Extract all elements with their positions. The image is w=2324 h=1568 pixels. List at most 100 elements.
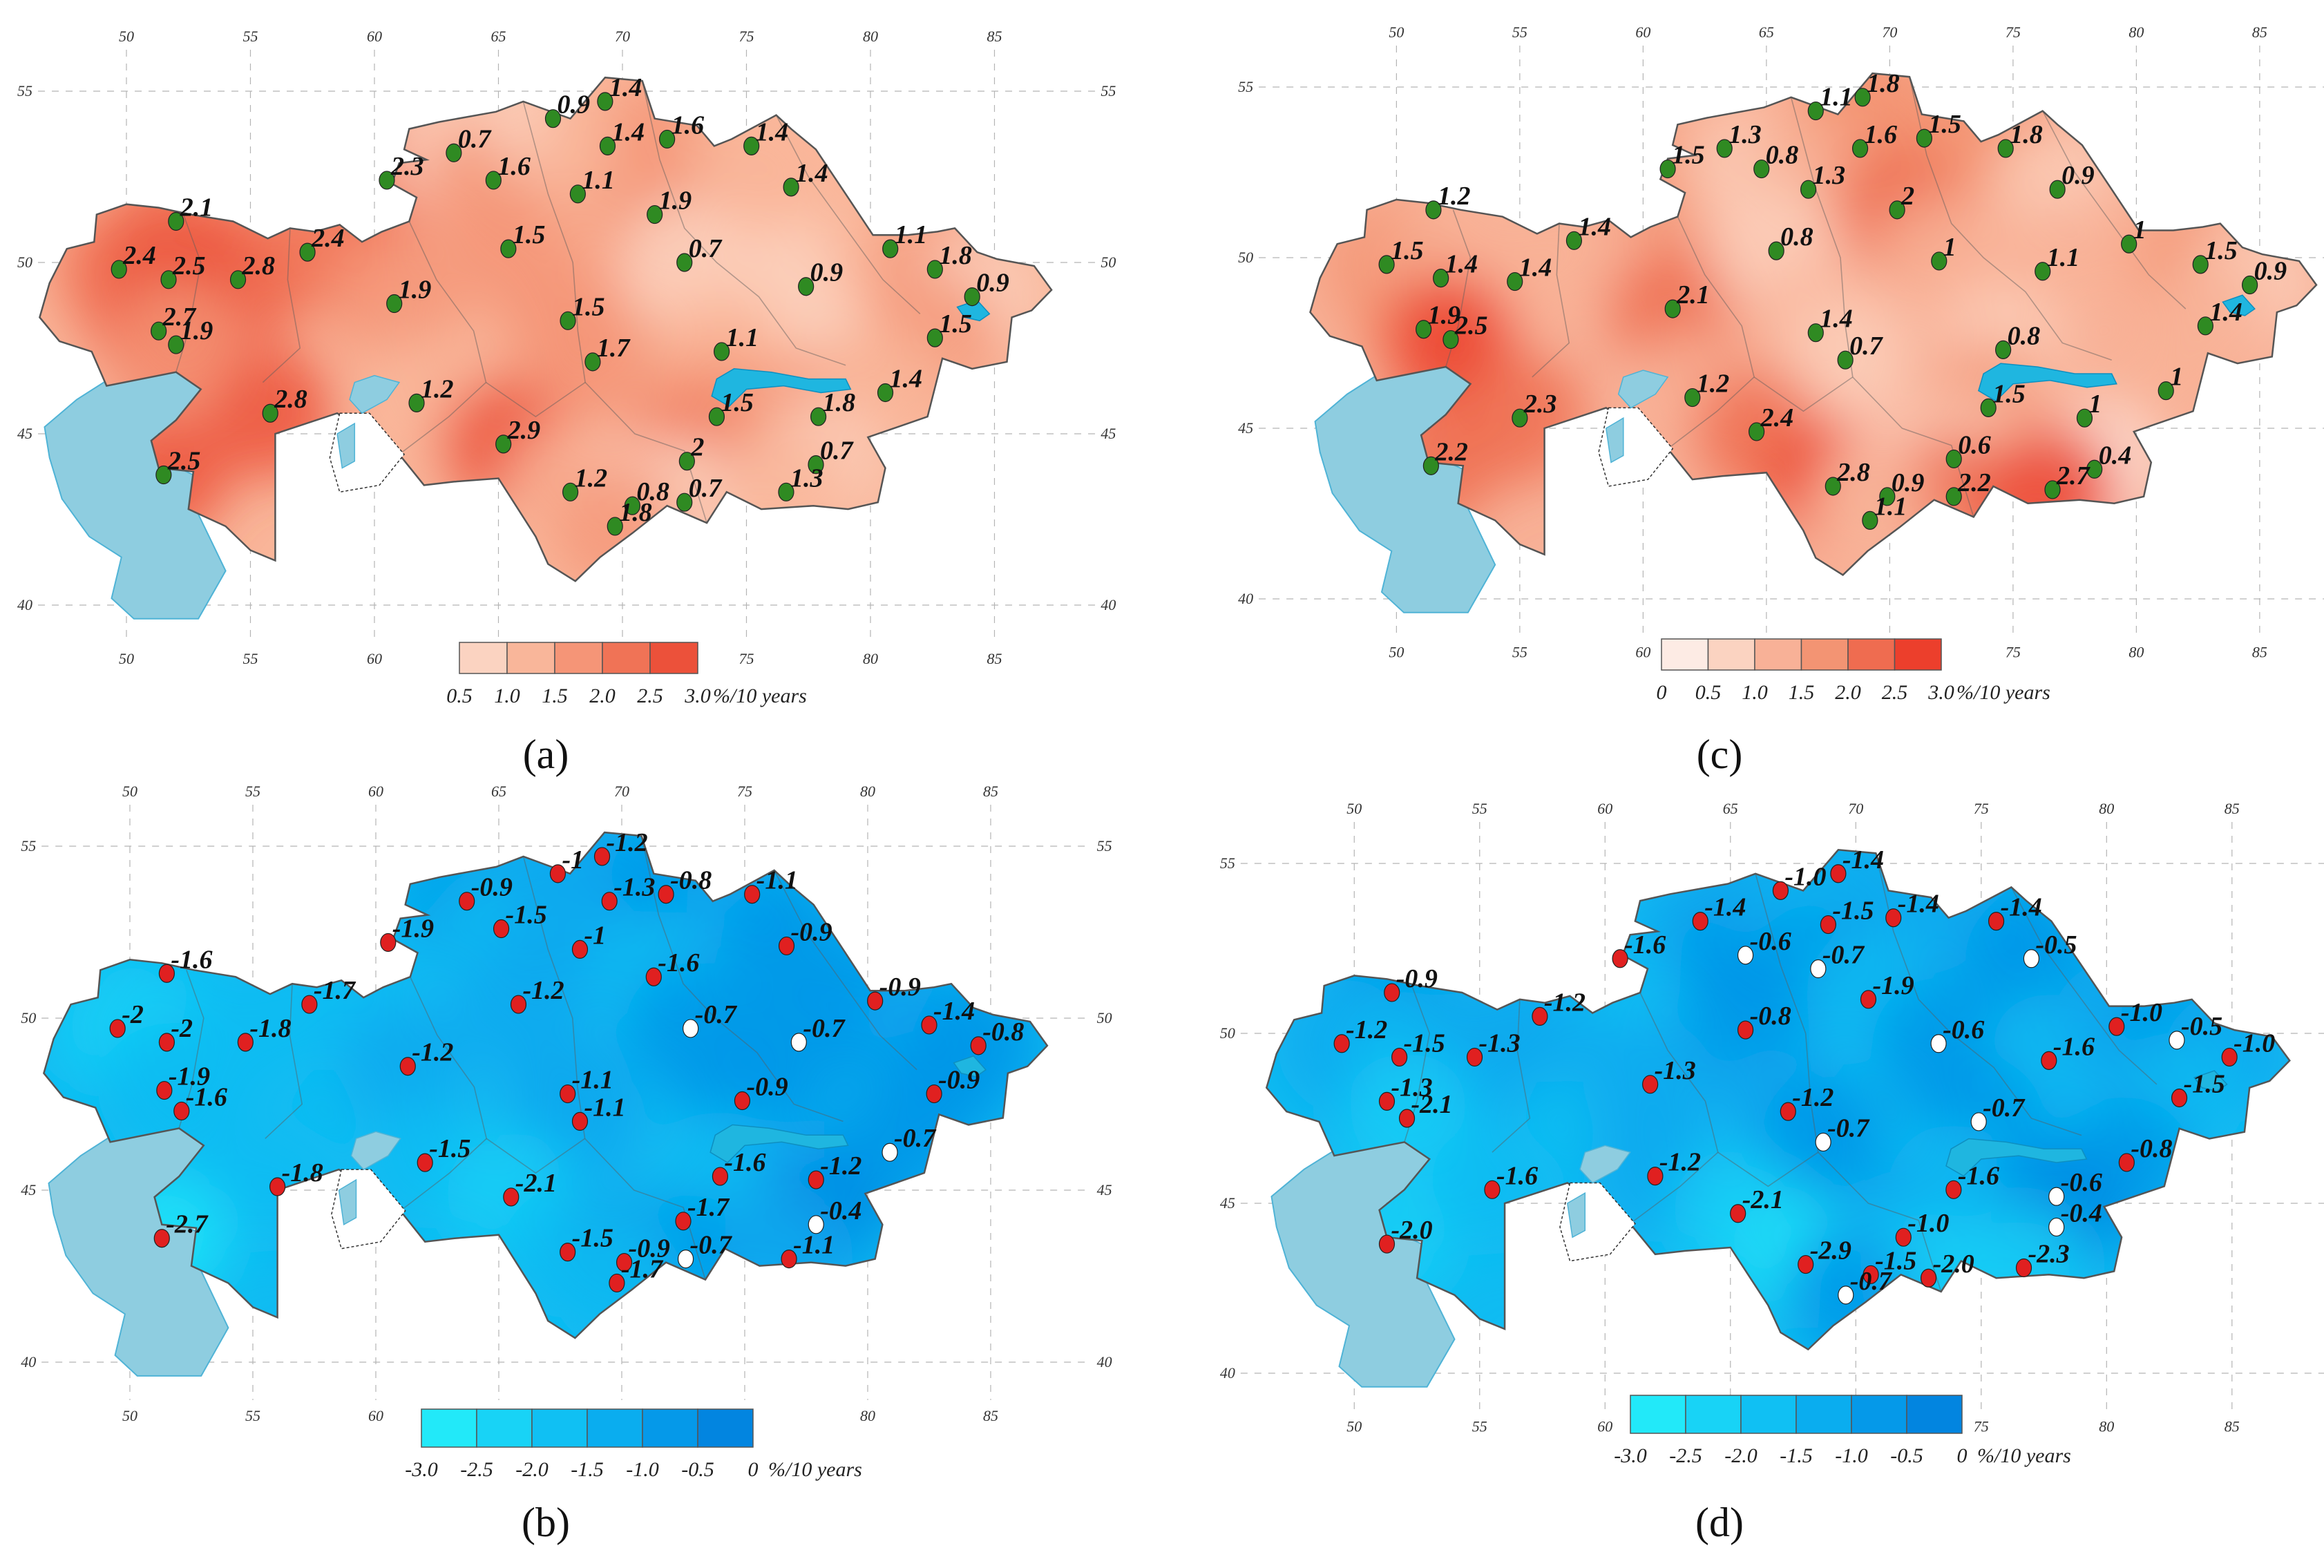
station-marker [544,109,562,128]
station-marker [1815,1132,1831,1152]
legend-bar: 0.5 1.0 1.5 2.0 2.5 3.0 %/10 years [446,642,807,707]
station-marker [155,465,172,485]
station-value: -1.8 [282,1158,323,1187]
station-value: 1.9 [180,316,213,345]
legend-tick-label: 0 [1957,1444,1968,1467]
station-value: 2.8 [242,251,276,280]
station-value: -0.4 [2061,1198,2102,1227]
station-value: 1.3 [790,463,823,493]
station-value: 1.2 [1438,182,1471,211]
stations: 1.21.5 1.4 1.41.92.52.32.21.42.11.21.51.30… [1378,69,2287,530]
legend-tick-label: 0 [1657,681,1667,704]
station-value: 1.8 [619,498,652,527]
station-marker [549,864,566,883]
station-marker [399,1057,416,1076]
station-marker [1988,912,2005,931]
legend-tick-label: 1.5 [542,685,568,707]
lon-label-bottom: 75 [2006,644,2021,661]
lon-label-bottom: 85 [2252,644,2267,661]
station-marker [1895,1227,1912,1247]
zaysan-lake [2193,1070,2228,1092]
map-panel-d: 5055606570758085505560657075808555504540… [1220,800,2324,1467]
station-marker [1825,477,1841,496]
station-marker [1980,398,1997,417]
station-marker [2158,381,2174,401]
station-marker [734,1091,751,1111]
station-marker [1830,864,1847,883]
station-marker [1565,231,1583,250]
station-value: -0.9 [629,1234,670,1263]
station-marker [1659,159,1676,179]
station-marker [1442,329,1459,350]
station-value: -0.9 [879,973,921,1002]
legend-swatch [531,1408,588,1448]
station-marker [778,936,795,956]
station-value: 1.8 [2010,120,2043,149]
station-marker [882,239,899,258]
station-value: -2.1 [515,1169,557,1198]
station-marker [1532,1006,1548,1026]
station-value: 2.7 [2056,461,2091,490]
lat-label-right: 40 [1101,596,1116,613]
lon-label-bottom: 60 [1635,644,1650,661]
lat-label-left: 45 [17,425,32,442]
station-marker [571,1111,589,1131]
lon-label-bottom: 50 [122,1407,137,1424]
lat-label-left: 45 [1220,1194,1235,1212]
station-marker [783,178,799,197]
station-value: 1.3 [1813,161,1846,190]
zaysan-lake [953,1055,987,1078]
station-marker [597,92,613,111]
zaysan-lake [2222,294,2256,316]
station-value: 1 [2170,363,2183,392]
legend-swatch [554,642,603,674]
station-value: -1.3 [613,873,655,902]
station-marker [2197,316,2213,336]
station-value: -0.5 [2181,1012,2222,1041]
caption-b: (b) [522,1500,570,1545]
lon-label-bottom: 50 [1389,644,1404,661]
legend-tick-label: -1.0 [1835,1444,1868,1467]
station-value: -1.0 [2233,1029,2275,1058]
station-marker [808,455,824,475]
station-value: -1.1 [572,1066,613,1095]
station-marker [616,1252,633,1272]
station-value: -1.6 [1624,930,1666,959]
lon-label-top: 80 [2099,800,2114,817]
station-marker [503,1187,520,1207]
lon-label-bottom: 80 [860,1407,875,1424]
lat-label-left: 40 [1238,590,1253,607]
lon-label-top: 65 [491,783,506,800]
lon-label-bottom: 55 [1512,644,1527,661]
station-marker [810,407,827,426]
station-value: 1.4 [1445,250,1478,279]
station-value: -1.0 [2121,998,2162,1027]
station-value: 1.4 [609,73,642,102]
station-marker [1737,1020,1754,1040]
lon-label-bottom: 60 [367,650,382,667]
station-marker [2221,1047,2238,1067]
lat-label-right: 55 [1097,837,1112,854]
station-value: -1.6 [2053,1032,2095,1061]
station-marker [1772,881,1789,900]
station-value: 2.3 [1523,390,1557,419]
station-marker [1780,1102,1796,1121]
legend-swatch [1851,1395,1907,1434]
lon-label-top: 50 [1346,800,1362,817]
station-value: 1.5 [513,220,546,249]
station-value: -1.1 [584,1093,625,1122]
lat-label-left: 50 [1238,249,1253,266]
station-value: 1.4 [1578,212,1611,241]
station-marker [1916,128,1932,148]
legend-swatch [1894,638,1942,671]
station-value: 1.8 [939,241,972,270]
station-marker [1838,1285,1854,1305]
lon-label-bottom: 75 [1974,1418,1989,1435]
lat-label-left: 40 [1220,1364,1235,1381]
station-marker [1920,1268,1937,1288]
station-marker [607,517,623,536]
regional-boundaries [175,80,921,524]
station-marker [926,328,943,347]
lon-label-top: 60 [367,28,382,45]
station-marker [1378,255,1395,274]
